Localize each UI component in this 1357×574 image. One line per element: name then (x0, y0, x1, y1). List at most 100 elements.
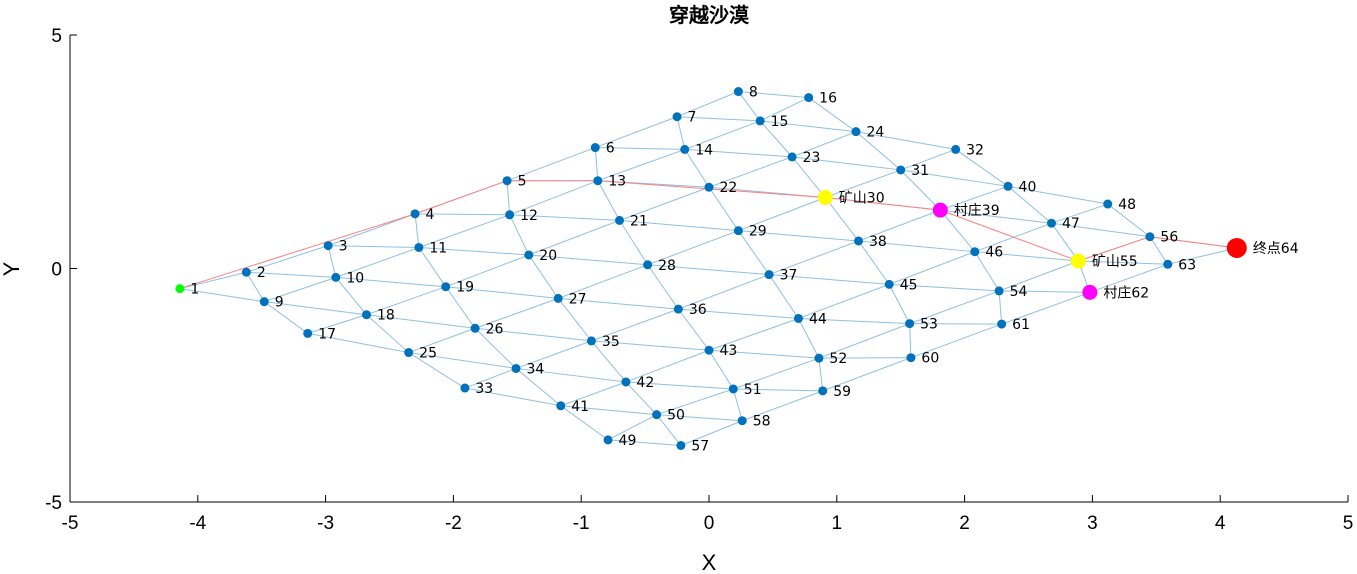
axes: -5 -4 -3 -2 -1 0 1 2 3 4 550-5 (45, 26, 1353, 534)
node-label: 50 (667, 408, 685, 424)
graph-edge (858, 240, 975, 253)
graph-edge (708, 317, 799, 351)
node-label: 6 (606, 141, 615, 157)
graph-edge (1089, 263, 1168, 293)
graph-edge (708, 349, 819, 359)
x-tick-label: -4 (189, 513, 206, 534)
node-label: 63 (1178, 257, 1196, 273)
graph-edge (909, 323, 912, 358)
node-label: 25 (419, 346, 437, 362)
graph-edge (798, 283, 890, 319)
graph-edge (597, 148, 685, 182)
graph-node (755, 116, 765, 126)
graph-edge (558, 297, 679, 310)
node-label: 8 (749, 85, 758, 101)
node-label: 14 (695, 142, 713, 158)
graph-node (553, 293, 563, 303)
node-label: 34 (527, 361, 545, 377)
graph-edge (557, 298, 592, 342)
graph-edge (798, 317, 910, 325)
graph-edge (768, 274, 799, 319)
graph-edge (742, 390, 823, 422)
graph-edge (858, 240, 890, 285)
node-label: 48 (1118, 197, 1136, 213)
graph-edge (515, 367, 626, 383)
node-label: 24 (866, 125, 884, 141)
node-label: 15 (771, 114, 789, 130)
node-label: 26 (486, 321, 504, 337)
node-label: 31 (911, 163, 929, 179)
graph-edge (418, 246, 529, 256)
route-segment (825, 197, 941, 211)
graph-edge (738, 91, 809, 99)
graph-edge (327, 245, 337, 278)
graph-edge (327, 213, 416, 247)
graph-node (586, 336, 596, 346)
graph-node (951, 144, 961, 154)
node-label: 1 (190, 282, 199, 298)
x-tick-label: -3 (317, 513, 334, 534)
graph-edge (246, 245, 329, 273)
node-label: 29 (749, 224, 767, 240)
graph-edge (737, 91, 761, 122)
node-label: 4 (426, 207, 435, 223)
graph-edge (475, 327, 592, 342)
graph-node (994, 286, 1004, 296)
node-label: 36 (689, 302, 707, 318)
graph-node (970, 247, 980, 257)
chart-title: 穿越沙漠 (669, 3, 750, 27)
graph-edge (760, 120, 857, 133)
graph-edge (1051, 203, 1108, 224)
node-label: 12 (520, 208, 538, 224)
graph-edge (808, 97, 857, 133)
x-tick-label: 2 (959, 513, 970, 534)
graph-edge (597, 180, 620, 221)
graph-node (676, 440, 686, 450)
y-tick-label: 5 (51, 26, 62, 47)
graph-edge (889, 251, 976, 285)
graph-node (441, 282, 451, 292)
route-segment (940, 209, 1079, 262)
graph-node (1163, 259, 1173, 269)
node-label: 11 (429, 240, 447, 256)
node-label: 45 (900, 277, 918, 293)
graph-edge (335, 276, 446, 288)
graph-edge (445, 286, 476, 329)
graph-edge (656, 388, 734, 416)
graph-edge (680, 420, 743, 446)
graph-node (793, 313, 803, 323)
node-label: 3 (339, 239, 348, 255)
graph-edge (955, 149, 1009, 187)
graph-edge (408, 352, 517, 369)
village-node (932, 202, 948, 218)
graph-node (896, 165, 906, 175)
graph-edge (474, 297, 559, 329)
graph-edge (647, 264, 770, 276)
graph-edge (445, 254, 529, 288)
graph-node (733, 226, 743, 236)
node-label: 56 (1160, 230, 1178, 246)
graph-edge (246, 271, 336, 278)
graph-edge (708, 349, 734, 390)
graph-edge (910, 323, 1002, 359)
node-label: 54 (1010, 284, 1028, 300)
graph-node (593, 176, 603, 186)
node-label: 41 (571, 399, 589, 415)
route-path (179, 180, 1237, 290)
graph-node (906, 353, 916, 363)
node-label: 40 (1019, 179, 1037, 195)
graph-node (854, 236, 864, 246)
graph-edge (179, 288, 265, 303)
graph-edge (464, 367, 517, 389)
graph-edge (1007, 185, 1052, 224)
graph-edge (738, 230, 859, 242)
graph-node (524, 250, 534, 260)
graph-edge (328, 245, 419, 248)
graph-node (1103, 199, 1113, 209)
graph-edge (792, 156, 901, 171)
graph-edge (625, 349, 710, 383)
node-label: 28 (658, 258, 676, 274)
graph-edge (939, 209, 976, 253)
graph-edge (684, 120, 761, 150)
